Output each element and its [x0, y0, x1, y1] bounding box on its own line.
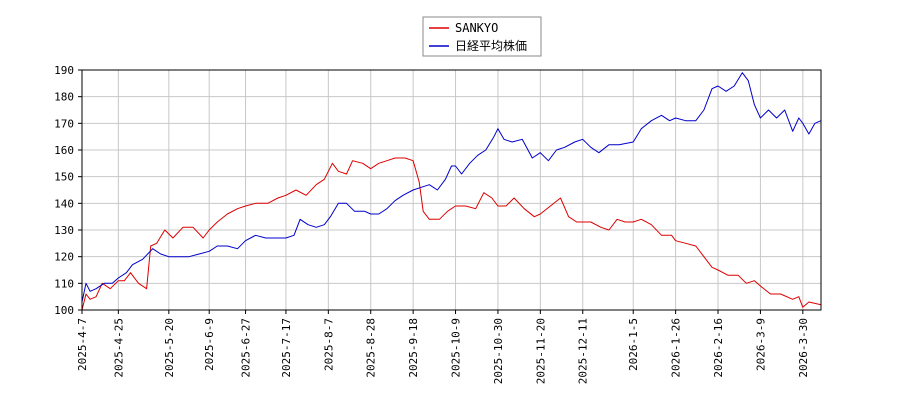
x-tick-label: 2026-1-26: [670, 318, 683, 378]
y-tick-label: 140: [54, 197, 74, 210]
x-tick-label: 2025-7-17: [280, 318, 293, 378]
y-tick-label: 190: [54, 64, 74, 77]
legend-box: [422, 16, 542, 57]
legend-label: SANKYO: [455, 21, 498, 35]
x-axis: 2025-4-7 2025-4-25 2025-5-20 2025-6-9 2025-6…: [76, 310, 810, 384]
x-tick-label: 2026-3-9: [754, 318, 767, 371]
x-tick-label: 2025-11-20: [534, 318, 547, 384]
x-tick-label: 2025-4-25: [112, 318, 125, 378]
y-tick-label: 180: [54, 91, 74, 104]
grid-lines: [81, 69, 821, 311]
x-tick-label: 2025-12-11: [577, 318, 590, 384]
y-tick-label: 100: [54, 304, 74, 317]
y-tick-label: 160: [54, 144, 74, 157]
x-tick-label: 2025-8-7: [322, 318, 335, 371]
plot-frame: [81, 69, 822, 311]
x-tick-label: 2026-3-30: [797, 318, 810, 378]
x-tick-label: 2026-2-16: [712, 318, 725, 378]
x-tick-label: 2025-8-28: [365, 318, 378, 378]
series-lines: [81, 72, 822, 311]
y-tick-label: 110: [54, 277, 74, 290]
y-tick-label: 130: [54, 224, 74, 237]
y-axis: 100 110 120 130 140 150 160 170 180 190: [54, 64, 82, 317]
x-tick-label: 2025-6-9: [203, 318, 216, 371]
y-tick-label: 120: [54, 251, 74, 264]
x-tick-label: 2026-1-5: [627, 318, 640, 371]
legend: SANKYO 日経平均株価: [422, 16, 542, 57]
legend-label: 日経平均株価: [455, 38, 527, 53]
x-tick-label: 2025-4-7: [76, 318, 89, 371]
series-line-1: [81, 72, 822, 303]
x-tick-label: 2025-9-18: [407, 318, 420, 378]
y-tick-label: 150: [54, 171, 74, 184]
x-tick-label: 2025-10-9: [450, 318, 463, 378]
x-tick-label: 2025-5-20: [163, 318, 176, 378]
y-tick-label: 170: [54, 117, 74, 130]
series-line-0: [81, 157, 822, 311]
x-tick-label: 2025-6-27: [240, 318, 253, 378]
x-tick-label: 2025-10-30: [492, 318, 505, 384]
